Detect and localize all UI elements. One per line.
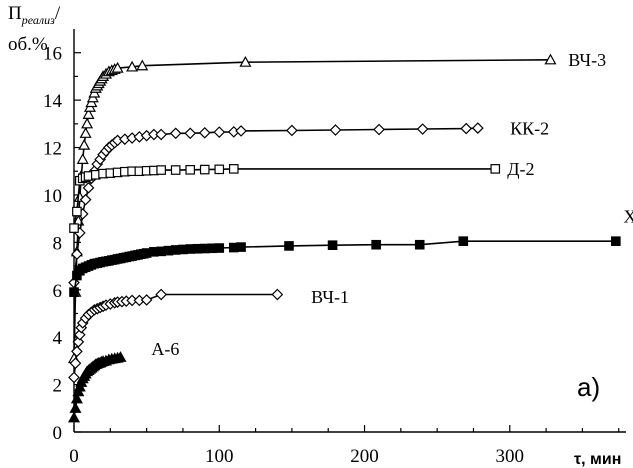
y-axis-title-line2: об.% (8, 34, 48, 55)
data-point (69, 402, 82, 413)
data-point (82, 108, 95, 119)
data-point (184, 127, 197, 140)
data-point (169, 127, 182, 140)
data-point (140, 294, 153, 306)
data-point (214, 243, 225, 253)
data-point (414, 239, 425, 250)
y-axis-title-subscript: реализ (21, 13, 55, 27)
data-point (271, 288, 284, 301)
data-point (68, 371, 80, 384)
data-point (213, 126, 226, 138)
y-tick-label: 16 (43, 44, 62, 65)
data-point (471, 122, 484, 134)
data-point (126, 60, 139, 72)
data-point (69, 223, 79, 233)
data-point (76, 153, 89, 164)
series-label: Д-2 (507, 159, 534, 179)
data-point (286, 124, 298, 137)
data-point (371, 239, 381, 250)
data-point (136, 59, 149, 71)
data-point (544, 53, 557, 65)
x-tick-label: 100 (205, 446, 234, 467)
data-point (327, 240, 338, 250)
data-point (284, 241, 294, 251)
labels: Преализ/ об.% τ, мин а) (8, 3, 621, 468)
x-tick-label: 0 (69, 446, 79, 467)
series-5: ВЧ-1 (68, 287, 349, 384)
data-point (78, 138, 91, 150)
series-line (73, 59, 551, 359)
y-tick-label: 14 (43, 91, 63, 112)
y-tick-label: 10 (43, 186, 62, 207)
x-tick-label: 300 (496, 446, 525, 467)
data-point (69, 357, 82, 370)
data-point (416, 123, 429, 135)
data-point (71, 248, 83, 261)
series-label: КК-2 (510, 119, 549, 139)
series-label: ВЧ-1 (311, 287, 349, 307)
data-point (185, 165, 196, 175)
panel-label: а) (577, 372, 600, 402)
y-tick-label: 12 (43, 139, 62, 160)
series-4: Х-2 (69, 206, 633, 297)
x-tick-label: 200 (350, 446, 379, 467)
data-point (239, 55, 252, 67)
series-3: Д-2 (69, 159, 535, 233)
series-label: ВЧ-3 (568, 50, 606, 70)
data-point (214, 164, 225, 175)
data-point (460, 122, 473, 135)
y-tick-label: 0 (53, 423, 63, 444)
y-axis-title-main: П (8, 3, 22, 24)
y-tick-label: 6 (53, 281, 63, 302)
series-label: Х-2 (623, 206, 633, 226)
data-point (236, 242, 246, 252)
series-2: КК-2 (68, 119, 549, 289)
data-point (70, 392, 83, 404)
data-point (199, 164, 210, 175)
series-6: А-6 (67, 339, 179, 423)
data-point (155, 128, 168, 141)
data-point (67, 411, 81, 423)
data-point (82, 181, 95, 194)
data-point (228, 164, 239, 174)
axes: 0 2 4 6 8 10 12 14 16 0 100 200 300 (43, 29, 626, 467)
data-point (373, 123, 385, 136)
series-label: А-6 (151, 339, 179, 359)
x-axis-title: τ, мин (574, 451, 621, 468)
data-point (114, 351, 127, 362)
series-1: ВЧ-3 (67, 50, 606, 364)
y-axis-title-suffix: / (55, 3, 61, 24)
series-line (73, 168, 496, 229)
data-point (170, 165, 181, 175)
data-point (490, 164, 501, 174)
y-axis-title: Преализ/ (8, 3, 61, 27)
data-point (235, 125, 247, 137)
data-point (458, 236, 469, 246)
data-point (111, 61, 124, 73)
data-point (611, 236, 621, 246)
y-tick-label: 2 (53, 376, 63, 397)
series-group: ВЧ-3 КК-2 Д-2 Х-2 ВЧ-1 А-6 (67, 50, 633, 423)
data-point (79, 127, 92, 138)
data-point (155, 288, 168, 301)
data-point (69, 287, 79, 297)
data-point (71, 345, 83, 358)
data-point (81, 117, 94, 129)
data-point (198, 126, 211, 139)
data-point (156, 165, 166, 175)
data-point (79, 193, 92, 206)
data-point (72, 206, 82, 217)
y-tick-label: 8 (53, 233, 63, 254)
y-tick-label: 4 (53, 328, 63, 349)
data-point (329, 124, 342, 136)
